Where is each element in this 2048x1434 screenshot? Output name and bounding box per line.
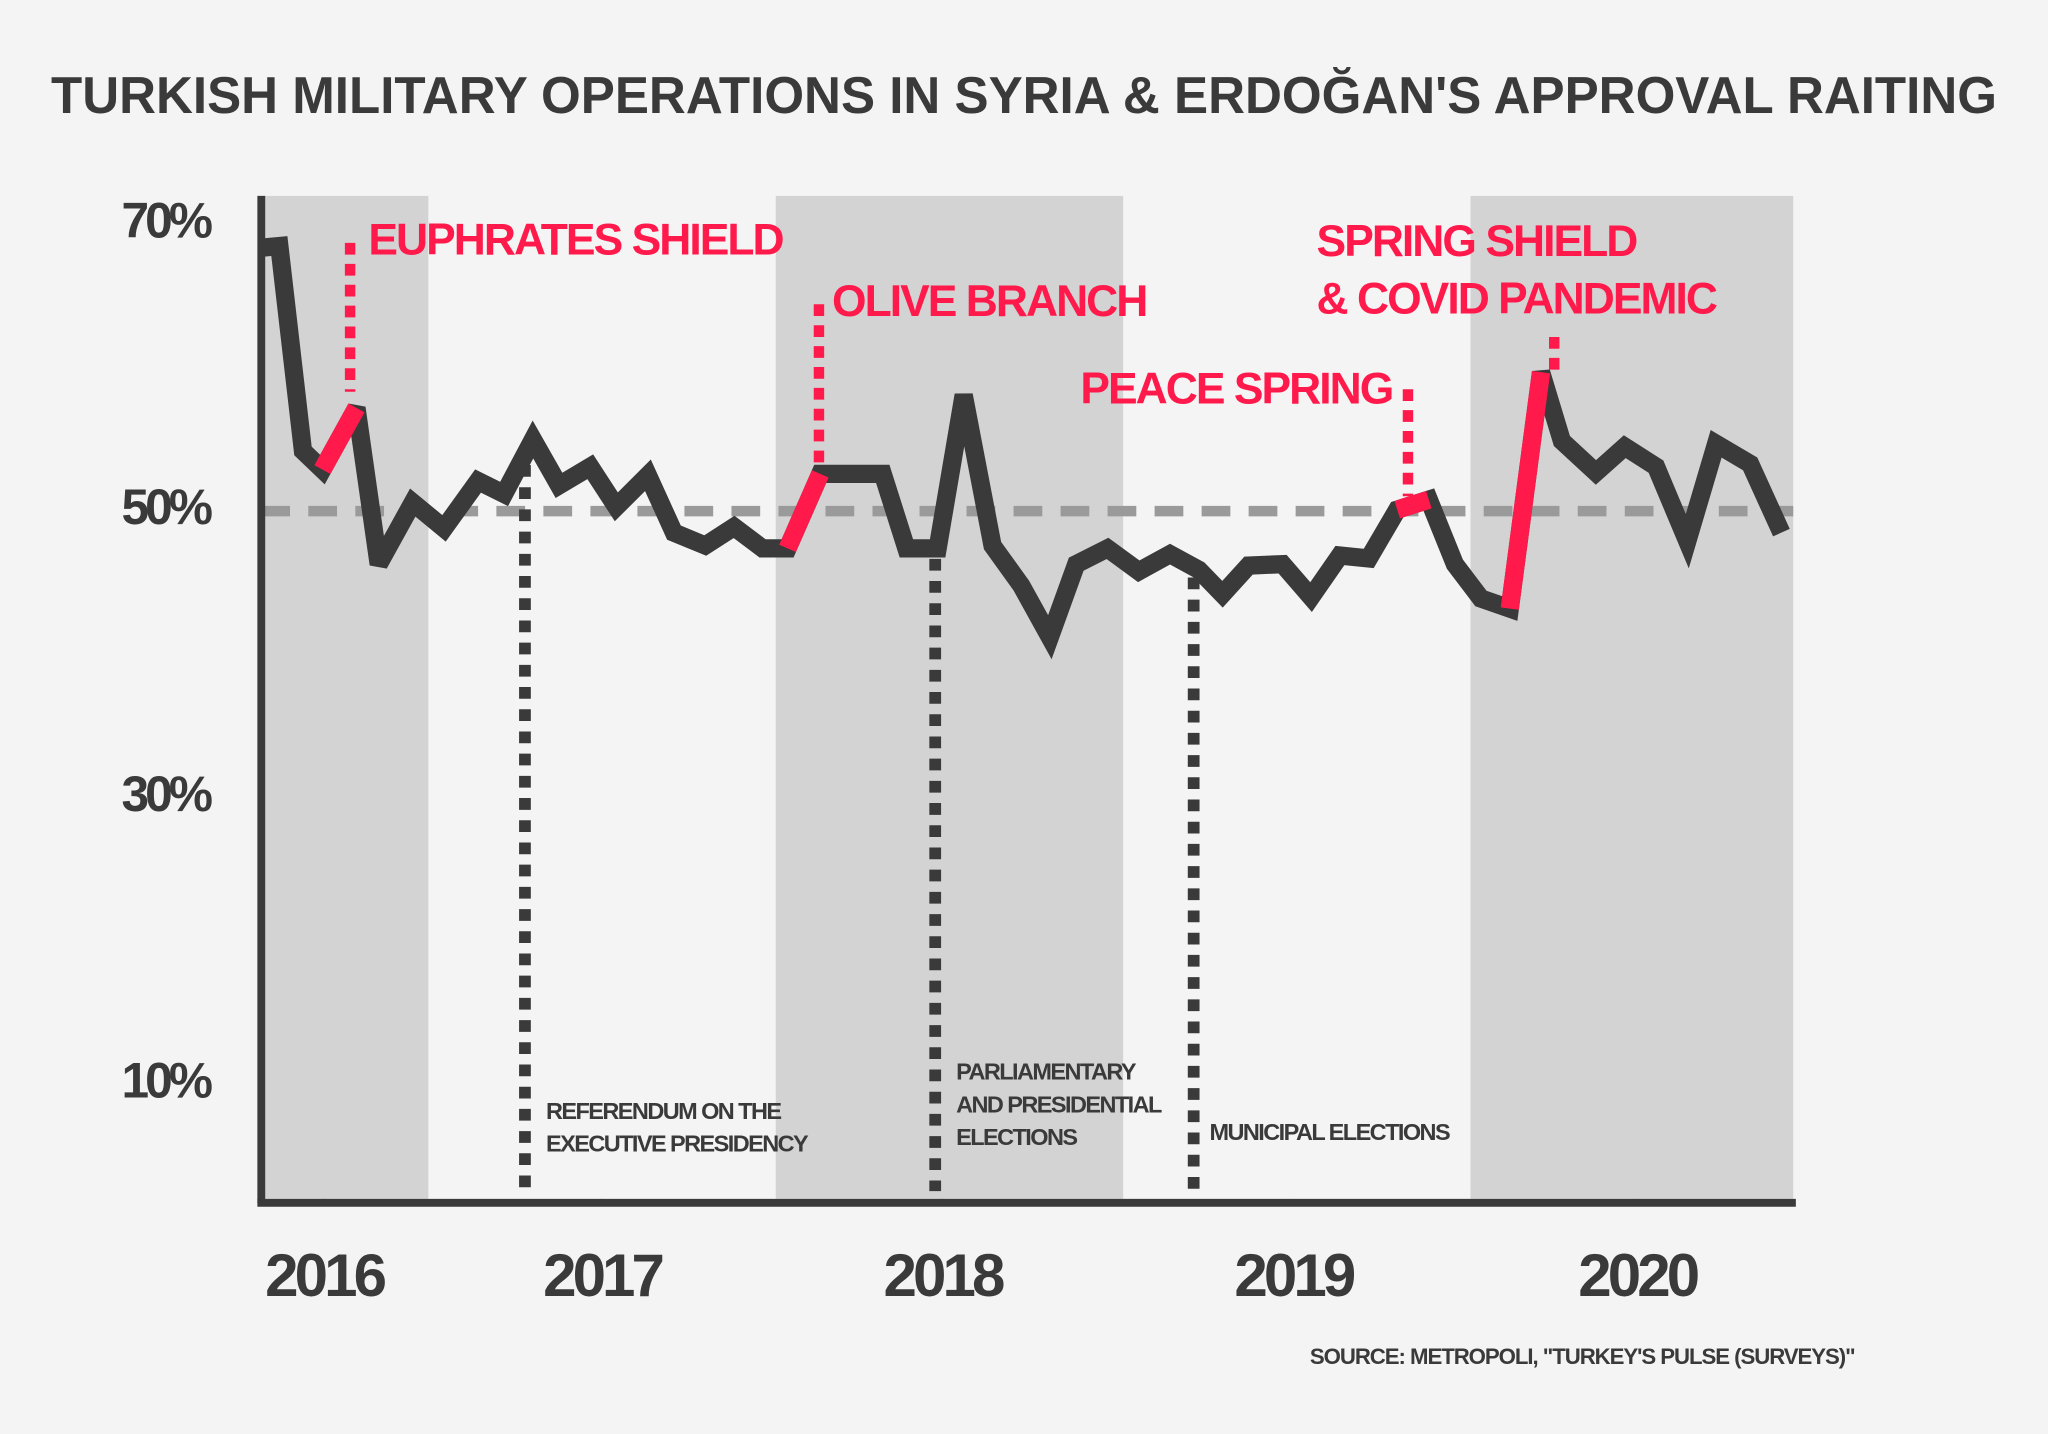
operation-label: EUPHRATES SHIELD [368,216,783,265]
x-tick-label: 2020 [1578,1242,1697,1309]
operation-label: SPRING SHIELD [1317,217,1638,266]
operation-label: PEACE SPRING [1080,365,1392,414]
operation-label: & COVID PANDEMIC [1317,274,1717,323]
chart-title: TURKISH MILITARY OPERATIONS IN SYRIA & E… [51,67,1997,125]
y-tick-label: 10% [122,1052,212,1108]
y-tick-label: 30% [122,766,212,822]
x-tick-label: 2018 [884,1242,1004,1309]
plot: 10% 30% 50% 70% 2016 2017 2018 2019 2020 REFEREND… [122,193,1796,1309]
x-tick-label: 2017 [543,1242,662,1309]
bands [261,195,1794,1199]
event-label: EXECUTIVE PRESIDENCY [546,1131,809,1157]
x-tick-label: 2019 [1234,1242,1354,1309]
x-tick-label: 2016 [265,1242,385,1309]
year-band [775,195,1124,1199]
y-tick-label: 70% [122,193,212,249]
event-label: REFERENDUM ON THE [546,1098,781,1124]
event-label: ELECTIONS [956,1124,1077,1150]
operation-label: OLIVE BRANCH [832,277,1146,326]
event-label: PARLIAMENTARY [956,1059,1137,1085]
event-label: MUNICIPAL ELECTIONS [1209,1119,1450,1145]
year-band [1470,195,1794,1199]
y-tick-label: 50% [122,479,212,535]
source-note: SOURCE: METROPOLI, "TURKEY'S PULSE (SURV… [1310,1344,1855,1369]
event-label: AND PRESIDENTIAL [956,1091,1162,1117]
series-line [314,370,1551,610]
